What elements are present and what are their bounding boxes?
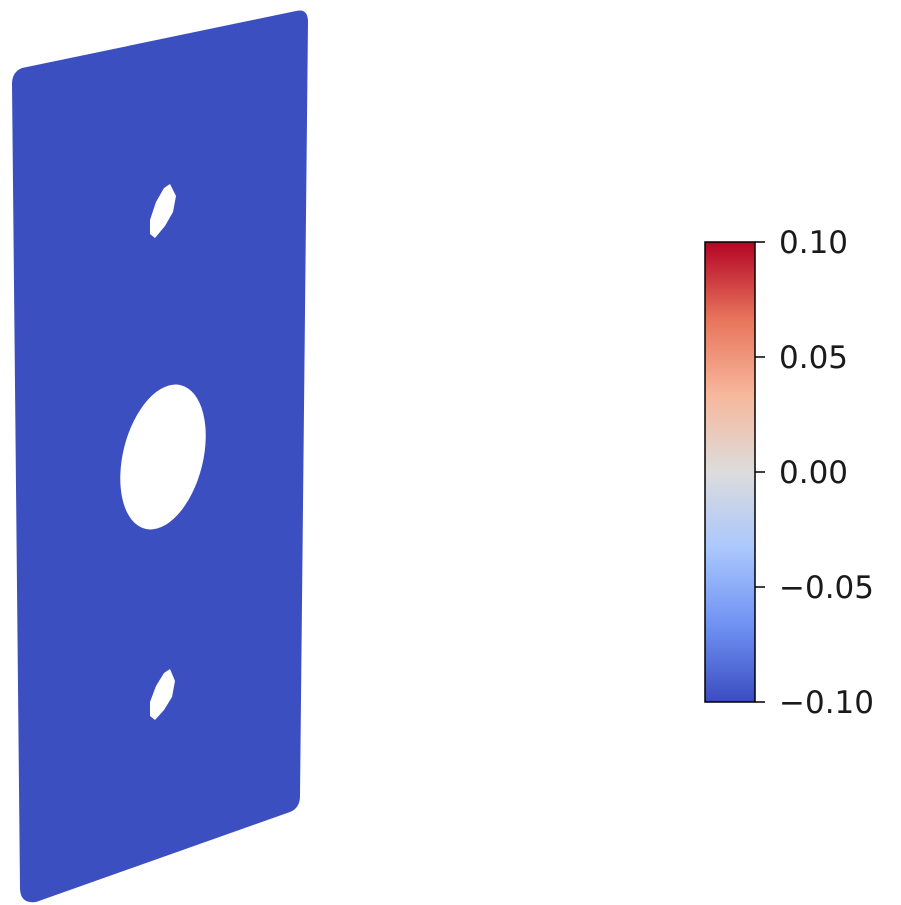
colorbar-gradient <box>704 241 756 703</box>
large-center-hole <box>120 384 206 530</box>
colorbar-tick-label: −0.05 <box>779 570 874 606</box>
small-upper-hole <box>150 184 176 238</box>
small-lower-hole <box>150 669 175 720</box>
colorbar-tick-label: −0.10 <box>779 685 874 721</box>
colorbar: 0.10 0.05 0.00 −0.05 −0.10 <box>704 225 874 721</box>
plate-mesh <box>12 10 308 903</box>
colorbar-tick-label: 0.05 <box>779 340 848 376</box>
colorbar-tick-label: 0.00 <box>779 455 848 491</box>
colorbar-ticks: 0.10 0.05 0.00 −0.05 −0.10 <box>755 225 874 721</box>
colorbar-tick-label: 0.10 <box>779 225 848 261</box>
